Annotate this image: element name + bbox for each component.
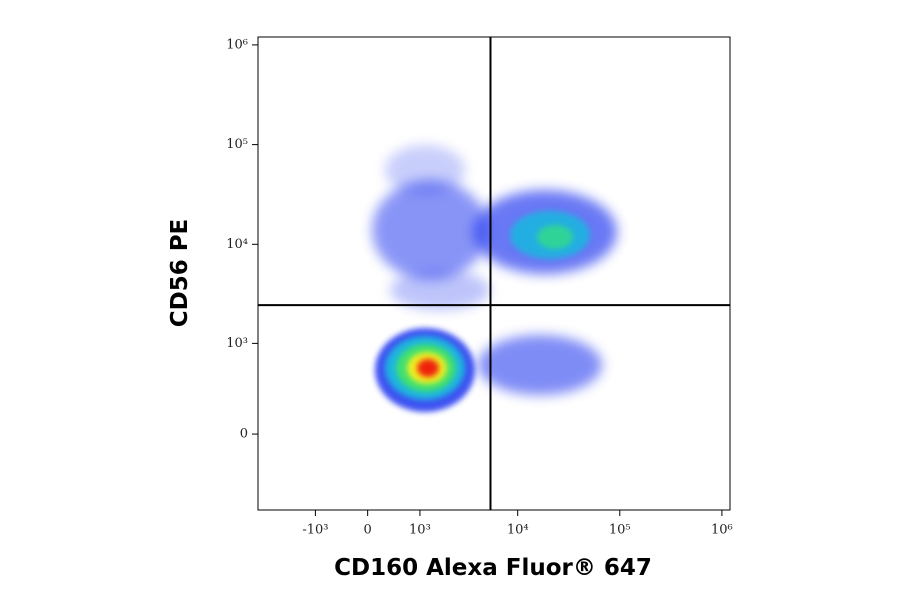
x-axis-title: CD160 Alexa Fluor® 647: [334, 555, 652, 581]
x-tick-label: 10⁵: [609, 523, 631, 538]
y-tick-label: 10⁵: [226, 137, 248, 152]
density-cloud: [372, 145, 617, 412]
y-tick-label: 10³: [226, 336, 248, 351]
plot-frame: [257, 36, 731, 511]
x-tick-label: 10³: [409, 523, 431, 538]
y-tick-label: 0: [240, 427, 248, 442]
y-axis-title: CD56 PE: [167, 219, 193, 328]
y-tick-label: 10⁴: [226, 237, 248, 252]
x-tick-label: 10⁶: [711, 523, 733, 538]
y-tick-label: 10⁶: [226, 37, 248, 52]
x-tick-label: -10³: [302, 523, 328, 538]
x-tick-label: 0: [364, 523, 372, 538]
x-tick-label: 10⁴: [507, 523, 529, 538]
